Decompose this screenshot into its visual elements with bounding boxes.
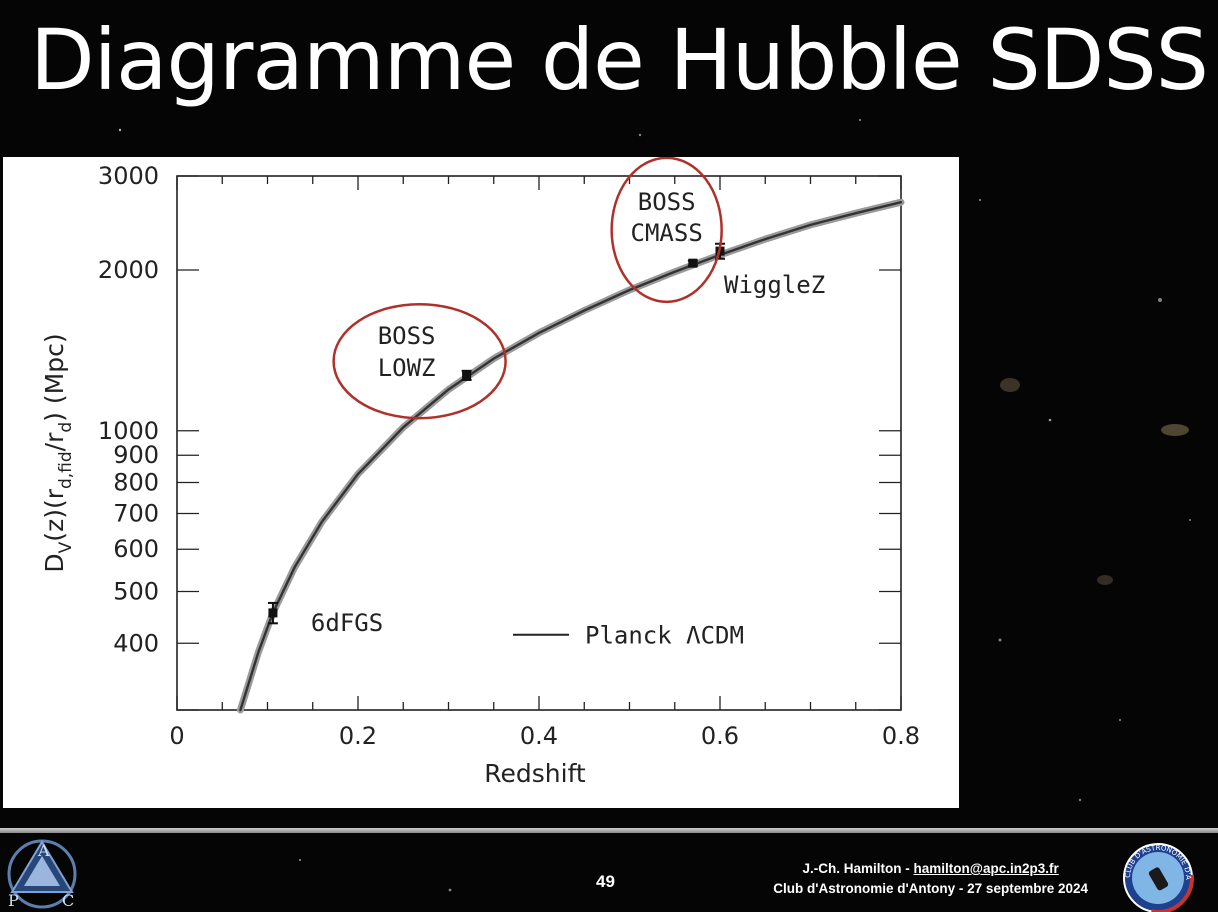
model-curve (239, 201, 903, 712)
annotation-boss-lowz-line1: BOSS (378, 322, 436, 350)
data-point (688, 258, 698, 268)
y-axis-label-part: d (56, 422, 76, 433)
y-tick-label: 700 (113, 500, 159, 528)
y-axis-label-part: D (40, 553, 69, 572)
x-tick-label: 0.6 (701, 722, 739, 750)
apc-logo-letter-a: A (37, 841, 50, 860)
plot-frame (176, 175, 902, 711)
y-tick-label: 800 (113, 469, 159, 497)
x-tick-label: 0.4 (520, 722, 558, 750)
apc-logo: A P C (7, 839, 77, 910)
x-tick-label: 0.2 (339, 722, 377, 750)
apc-logo-letter-c: C (62, 891, 74, 910)
data-point (462, 370, 472, 380)
x-axis-label: Redshift (484, 759, 586, 788)
y-tick-label: 3000 (98, 162, 159, 190)
point-label-wigglez: WiggleZ (724, 271, 825, 299)
footer-divider (0, 828, 1218, 833)
y-axis-label: DV(z)(rd,fid/rd) (Mpc) (40, 333, 76, 572)
annotation-boss-lowz-line2: LOWZ (378, 354, 436, 382)
club-astronomie-logo: CLUB D'ASTRONOMIE D'ANTONY (1118, 840, 1194, 912)
y-tick-label: 500 (113, 578, 159, 606)
highlight-circle-lowz (332, 302, 507, 420)
page-number: 49 (596, 872, 615, 891)
y-tick-label: 900 (113, 441, 159, 469)
y-tick-label: 2000 (98, 256, 159, 284)
footer-event: Club d'Astronomie d'Antony - 27 septembr… (773, 881, 1088, 896)
annotation-boss-cmass-line1: BOSS (638, 188, 696, 216)
chart-panel: 0 0.2 0.4 0.6 0.8 400 500 600 700 800 900 1000 2000 3… (3, 157, 959, 808)
author-name: J.-Ch. Hamilton - (802, 861, 914, 876)
slide-title: Diagramme de Hubble SDSS (30, 11, 1209, 109)
author-email-link[interactable]: hamilton@apc.in2p3.fr (913, 861, 1059, 876)
footer-author-line: J.-Ch. Hamilton - hamilton@apc.in2p3.fr (773, 859, 1088, 879)
legend-label: Planck ΛCDM (585, 622, 744, 650)
annotation-boss-cmass-line2: CMASS (631, 219, 703, 247)
y-axis-label-part: (z)(r (40, 488, 69, 541)
data-point (268, 608, 278, 618)
x-tick-label: 0.8 (882, 722, 920, 750)
y-axis-label-part: d,fid (56, 451, 76, 489)
y-tick-label: 600 (113, 535, 159, 563)
y-axis-label-part: ) (Mpc) (40, 333, 69, 421)
footer-info: J.-Ch. Hamilton - hamilton@apc.in2p3.fr … (773, 859, 1088, 899)
apc-logo-letter-p: P (8, 891, 19, 910)
y-axis-label-part: /r (40, 432, 69, 451)
y-axis-label-part: V (56, 541, 76, 553)
x-tick-label: 0 (169, 722, 184, 750)
y-tick-label: 400 (113, 629, 159, 657)
y-tick-label: 1000 (98, 417, 159, 445)
point-label-6dfgs: 6dFGS (311, 609, 383, 637)
highlight-circle-cmass (610, 157, 723, 304)
